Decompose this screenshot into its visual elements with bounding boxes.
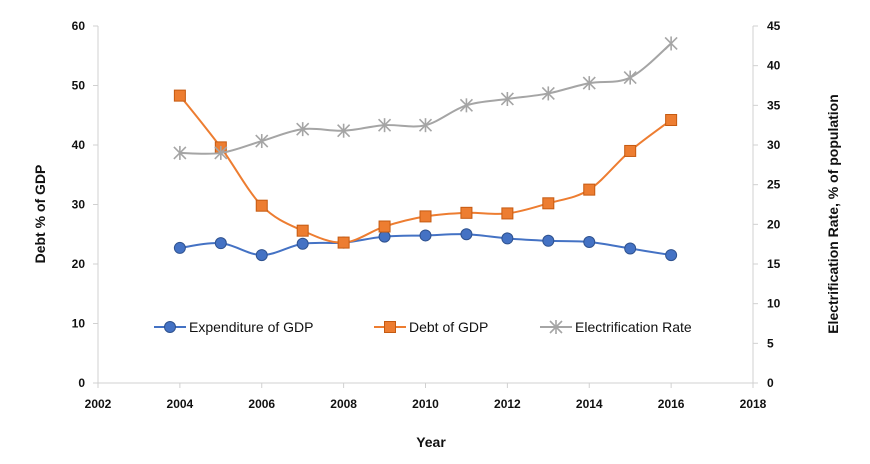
data-point-debt-of-gdp xyxy=(460,206,473,219)
y2-tick-label: 5 xyxy=(767,336,774,350)
data-point-electrification-rate xyxy=(255,134,269,149)
data-point-expenditure-of-gdp xyxy=(460,228,473,241)
x-tick-label: 2016 xyxy=(658,397,685,411)
y2-axis-title: Electrification Rate, % of population xyxy=(825,94,841,334)
data-point-expenditure-of-gdp xyxy=(624,242,637,255)
x-tick-label: 2012 xyxy=(494,397,521,411)
legend-label: Electrification Rate xyxy=(575,319,692,335)
series-layer xyxy=(173,36,678,262)
legend-item-debt-of-gdp: Debt of GDP xyxy=(374,319,488,335)
data-point-electrification-rate xyxy=(296,122,310,137)
y-tick-label: 30 xyxy=(72,198,86,212)
x-axis-ticks: 2002 2004 2006 2008 2010 2012 2014 2016 2018 xyxy=(85,383,767,411)
data-point-expenditure-of-gdp xyxy=(378,230,391,243)
data-point-expenditure-of-gdp xyxy=(173,241,186,254)
y2-tick-label: 35 xyxy=(767,98,781,112)
data-point-debt-of-gdp xyxy=(583,183,596,196)
data-point-expenditure-of-gdp xyxy=(255,249,268,262)
x-tick-label: 2014 xyxy=(576,397,603,411)
data-point-debt-of-gdp xyxy=(624,144,637,157)
data-point-debt-of-gdp xyxy=(296,224,309,237)
y2-tick-label: 20 xyxy=(767,217,781,231)
y2-tick-label: 45 xyxy=(767,19,781,33)
data-point-electrification-rate xyxy=(500,91,514,106)
data-point-debt-of-gdp xyxy=(419,210,432,223)
y-axis-title: Debt % of GDP xyxy=(32,165,48,264)
data-point-electrification-rate xyxy=(214,145,228,160)
data-point-electrification-rate xyxy=(541,86,555,101)
y2-tick-label: 0 xyxy=(767,376,774,390)
y2-axis-ticks: 0 5 10 15 20 25 30 35 40 45 xyxy=(753,19,781,390)
data-point-expenditure-of-gdp xyxy=(501,232,514,245)
legend-marker xyxy=(384,321,396,333)
x-tick-label: 2018 xyxy=(740,397,767,411)
data-point-electrification-rate xyxy=(459,98,474,113)
data-point-debt-of-gdp xyxy=(337,236,350,249)
y2-tick-label: 40 xyxy=(767,59,781,73)
legend: Expenditure of GDP Debt of GDP Electrifica… xyxy=(154,319,692,335)
legend-marker xyxy=(164,321,176,333)
x-tick-label: 2004 xyxy=(167,397,194,411)
data-point-debt-of-gdp xyxy=(665,114,678,127)
data-point-expenditure-of-gdp xyxy=(419,229,432,242)
x-tick-label: 2010 xyxy=(412,397,439,411)
y-axis-ticks: 0 10 20 30 40 50 60 xyxy=(72,19,98,390)
data-point-electrification-rate xyxy=(173,145,187,160)
data-point-electrification-rate xyxy=(623,70,637,85)
y2-tick-label: 30 xyxy=(767,138,781,152)
data-point-expenditure-of-gdp xyxy=(583,235,596,248)
data-point-expenditure-of-gdp xyxy=(542,234,555,247)
y-tick-label: 10 xyxy=(72,317,86,331)
legend-marker xyxy=(549,320,563,334)
y-tick-label: 0 xyxy=(78,376,85,390)
data-point-electrification-rate xyxy=(582,76,596,91)
x-tick-label: 2002 xyxy=(85,397,112,411)
data-point-expenditure-of-gdp xyxy=(214,237,227,250)
legend-item-expenditure-of-gdp: Expenditure of GDP xyxy=(154,319,314,335)
series-line-electrification-rate xyxy=(179,42,672,155)
data-point-debt-of-gdp xyxy=(501,207,514,220)
x-axis-title: Year xyxy=(416,434,446,450)
data-point-debt-of-gdp xyxy=(378,220,391,233)
data-point-debt-of-gdp xyxy=(173,89,186,102)
y2-tick-label: 10 xyxy=(767,297,781,311)
y-tick-label: 60 xyxy=(72,19,86,33)
data-point-electrification-rate xyxy=(418,118,433,133)
series-debt-of-gdp xyxy=(173,89,678,249)
series-electrification-rate xyxy=(173,36,678,160)
data-point-expenditure-of-gdp xyxy=(296,237,309,250)
x-tick-label: 2008 xyxy=(330,397,357,411)
legend-label: Expenditure of GDP xyxy=(189,319,314,335)
y-tick-label: 50 xyxy=(72,79,86,93)
data-point-debt-of-gdp xyxy=(255,199,268,212)
series-expenditure-of-gdp xyxy=(173,228,678,262)
legend-item-electrification-rate: Electrification Rate xyxy=(540,319,692,335)
y2-tick-label: 25 xyxy=(767,178,781,192)
data-point-debt-of-gdp xyxy=(542,197,555,210)
y2-tick-label: 15 xyxy=(767,257,781,271)
data-point-electrification-rate xyxy=(337,123,351,138)
y-tick-label: 40 xyxy=(72,138,86,152)
legend-label: Debt of GDP xyxy=(409,319,488,335)
y-tick-label: 20 xyxy=(72,257,86,271)
data-point-electrification-rate xyxy=(664,36,678,51)
x-tick-label: 2006 xyxy=(248,397,275,411)
data-point-expenditure-of-gdp xyxy=(665,249,678,262)
data-point-electrification-rate xyxy=(377,118,392,133)
